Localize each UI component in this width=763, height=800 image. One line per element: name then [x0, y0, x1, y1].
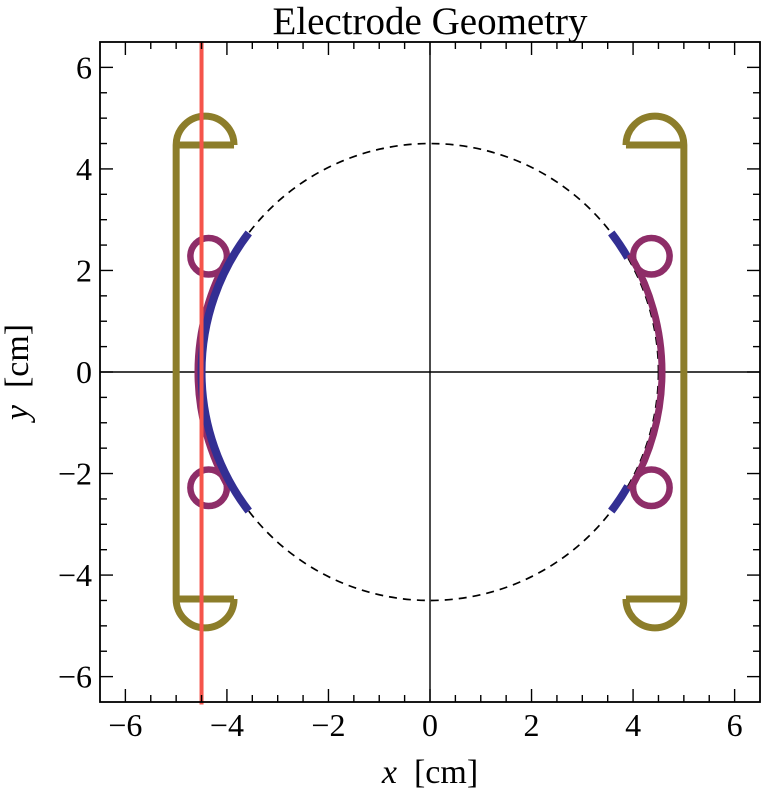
plot-axis-labels-layer: −6 −6 −4 −4 −2 −2 0 0 2 2 4 4 6 6 x [cm] y [cm]: [0, 49, 743, 791]
x-tick-label: −2: [311, 707, 345, 743]
outer-electrode-right: [622, 112, 688, 632]
outer-electrode-left: [172, 112, 238, 632]
plot-frame-layer: [99, 41, 761, 703]
x-tick-label: −6: [108, 707, 142, 743]
blue-arc-right-lower: [608, 484, 632, 514]
plot-geometry-layer: [99, 41, 761, 705]
y-axis-label: y [cm]: [0, 324, 36, 423]
y-tick-label: 4: [76, 151, 92, 187]
purple-loop-left-upper: [187, 234, 231, 278]
y-tick-label: −6: [58, 659, 92, 695]
purple-loop-right-lower: [629, 466, 673, 510]
x-tick-label: 0: [422, 707, 438, 743]
y-tick-label: −2: [58, 456, 92, 492]
purple-electrode-arc-right: [626, 252, 666, 492]
y-tick-label: −4: [58, 557, 92, 593]
x-axis-label: x [cm]: [381, 754, 478, 791]
y-tick-label: 0: [76, 354, 92, 390]
x-tick-label: 6: [727, 707, 743, 743]
purple-loop-left-lower: [187, 466, 231, 510]
y-tick-label: 6: [76, 49, 92, 85]
plot-title: Electrode Geometry: [272, 0, 588, 43]
x-tick-label: 2: [524, 707, 540, 743]
blue-arc-right-upper: [608, 230, 632, 260]
y-tick-label: 2: [76, 252, 92, 288]
x-tick-label: 4: [625, 707, 641, 743]
x-tick-label: −4: [210, 707, 244, 743]
purple-loop-right-upper: [629, 234, 673, 278]
